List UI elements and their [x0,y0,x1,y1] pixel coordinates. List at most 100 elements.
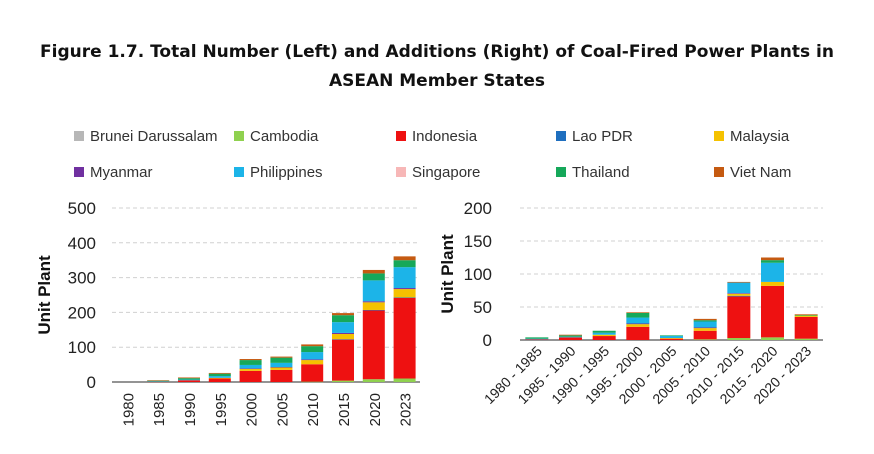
right-bar-segment [693,327,717,329]
left-x-tick-label: 2020 [367,393,384,426]
left-y-tick-label: 300 [68,269,96,288]
legend-label: Malaysia [730,127,790,145]
right-bar-segment [693,321,717,328]
right-bar-segment [626,312,650,318]
legend-item-philippines: Philippines [234,162,323,182]
legend-item-singapore: Singapore [396,162,480,182]
left-x-tick-label: 2023 [398,393,415,426]
left-x-tick-label: 2015 [336,393,353,426]
left-bar-segment [178,377,200,379]
left-bar-segment [393,256,416,261]
right-bar-segment [727,293,751,296]
left-x-tick-label: 1985 [151,393,168,426]
right-bar-segment [693,320,717,322]
legend-label: Singapore [412,163,481,181]
right-bar-segment [727,338,751,340]
right-bar-segment [660,335,683,337]
right-y-tick-label: 200 [464,199,492,218]
left-y-tick-label: 0 [87,373,96,392]
legend-swatch [74,131,84,141]
legend-label: Myanmar [90,163,153,181]
right-bar-segment [761,262,784,282]
left-bar-segment [270,367,293,370]
left-bar-segment [332,380,354,382]
right-bar-segment [761,285,784,338]
left-y-axis-label: Unit Plant [35,255,54,335]
left-bar-segment [332,339,354,381]
left-x-tick-label: 2000 [244,393,261,426]
right-y-tick-label: 0 [483,331,492,350]
right-bar-segment [727,296,751,339]
legend-label: Lao PDR [572,127,633,145]
right-bar-segment [761,257,784,261]
figure-title-line-2: ASEAN Member States [328,71,546,91]
left-bar-segment [239,364,262,369]
left-bar-segment [332,332,354,334]
left-bar-segment [239,368,262,371]
left-bar-segment [301,364,324,382]
right-bar-segment [794,314,818,315]
legend-swatch [396,167,406,177]
right-bar-segment [626,317,650,324]
left-bar-segment [239,368,262,369]
legend-swatch [74,167,84,177]
left-bar-segment [362,310,385,380]
right-bar-segment [525,337,549,339]
left-bar-segment [208,377,231,379]
right-bar-segment [592,330,616,333]
right-bar-segment [559,335,582,337]
left-x-tick-label: 1990 [182,393,199,426]
left-x-tick-label: 2010 [305,393,322,426]
legend-item-indonesia: Indonesia [396,126,477,146]
left-bar-segment [393,378,416,382]
right-bar-segment [794,338,818,340]
left-bar-segment [208,378,231,382]
right-bar-segment [794,315,818,317]
left-y-tick-label: 100 [68,338,96,357]
right-y-tick-label: 50 [473,298,492,317]
legend-label: Brunei Darussalam [90,127,218,145]
legend-swatch [234,167,244,177]
left-bar-segment [362,379,385,382]
left-bar-segment [301,359,324,361]
legend-label: Indonesia [412,127,478,145]
left-bar-segment [208,373,231,377]
left-y-tick-label: 200 [68,303,96,322]
right-y-tick-label: 100 [464,265,492,284]
left-bar-segment [301,346,324,353]
left-bar-segment [393,297,416,379]
right-bar-segment [559,337,582,340]
right-bar-segment [727,293,751,294]
right-bar-segment [727,295,751,297]
legend-swatch [714,131,724,141]
left-bar-segment [362,301,385,303]
figure-title-line-1: Figure 1.7. Total Number (Left) and Addi… [40,42,834,62]
right-bar-segment [525,338,549,340]
right-bar-segment [592,336,616,340]
left-bar-segment [332,322,354,333]
left-bar-segment [362,309,385,311]
left-bar-segment [208,372,231,374]
right-bar-segment [559,334,582,336]
right-bar-segment [761,260,784,263]
left-bar-segment [147,381,170,382]
left-x-tick-label: 1995 [213,393,230,426]
left-bar-segment [270,362,293,368]
left-bar-segment [301,352,324,360]
right-bar-segment [660,338,683,339]
figure-title: Figure 1.7. Total Number (Left) and Addi… [0,38,874,96]
right-bar-segment [761,281,784,286]
right-bar-segment [693,318,717,321]
left-x-tick-label: 2005 [274,393,291,426]
right-bar-segment [626,312,650,313]
left-bar-segment [178,380,200,382]
legend-label: Cambodia [250,127,319,145]
legend-item-brunei: Brunei Darussalam [74,126,218,146]
left-bar-segment [393,267,416,289]
right-bar-segment [794,316,818,339]
right-y-axis-label: Unit Plant [438,234,457,314]
right-bar-segment [559,336,582,338]
left-bar-segment [147,380,170,382]
left-bar-segment [362,269,385,274]
legend-item-myanmar: Myanmar [74,162,153,182]
